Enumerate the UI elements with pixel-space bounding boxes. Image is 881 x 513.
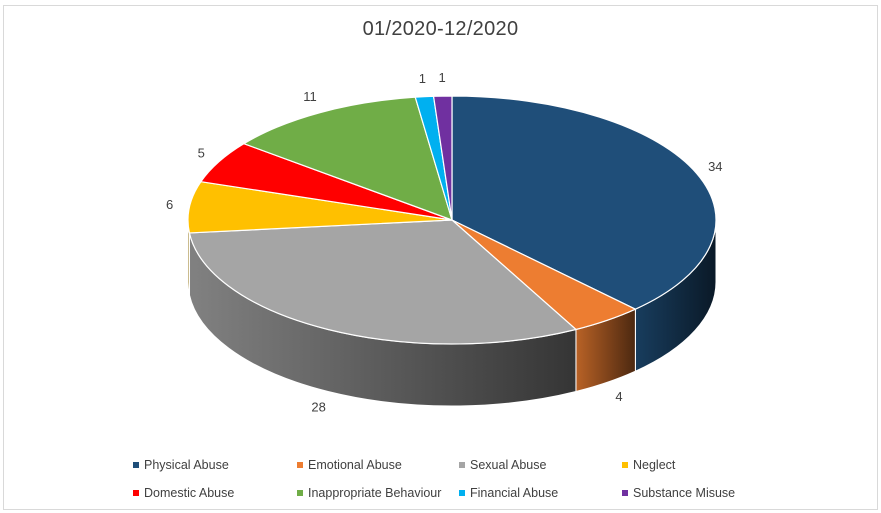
chart-title: 01/2020-12/2020 [362,18,519,40]
legend-label-4: Domestic Abuse [144,486,235,500]
pie-slice-7 [432,95,453,221]
data-label-6: 1 [419,71,426,86]
data-label-4: 5 [198,145,205,160]
legend-label-6: Financial Abuse [470,486,559,500]
data-label-5: 11 [303,89,317,104]
pie-top-faces [187,95,717,345]
legend-label-1: Emotional Abuse [308,458,402,472]
legend-item-7: Substance Misuse [622,486,735,500]
legend-label-3: Neglect [633,458,676,472]
legend-swatch-0 [133,462,139,468]
pie-slice-3 [187,181,453,234]
legend-swatch-7 [622,490,628,496]
data-label-2: 28 [311,399,325,414]
data-label-7: 1 [438,70,445,85]
legend-swatch-3 [622,462,628,468]
legend-swatch-4 [133,490,139,496]
legend-label-0: Physical Abuse [144,458,229,472]
data-label-0: 34 [708,159,722,174]
legend-item-2: Sexual Abuse [459,458,546,472]
legend-item-3: Neglect [622,458,675,472]
legend-swatch-5 [297,490,303,496]
pie-slice-0 [451,95,717,310]
legend-item-5: Inappropriate Behaviour [297,486,441,500]
legend-label-5: Inappropriate Behaviour [308,486,442,500]
data-label-1: 4 [615,389,622,404]
legend-label-2: Sexual Abuse [470,458,547,472]
legend-swatch-1 [297,462,303,468]
data-label-3: 6 [166,197,173,212]
legend-swatch-6 [459,490,465,496]
legend-item-6: Financial Abuse [459,486,558,500]
pie-slice-2 [188,219,577,345]
legend-item-4: Domestic Abuse [133,486,234,500]
legend-swatch-2 [459,462,465,468]
legend-label-7: Substance Misuse [633,486,736,500]
pie-slice-5 [243,96,453,221]
legend-item-1: Emotional Abuse [297,458,402,472]
legend-item-0: Physical Abuse [133,458,229,472]
